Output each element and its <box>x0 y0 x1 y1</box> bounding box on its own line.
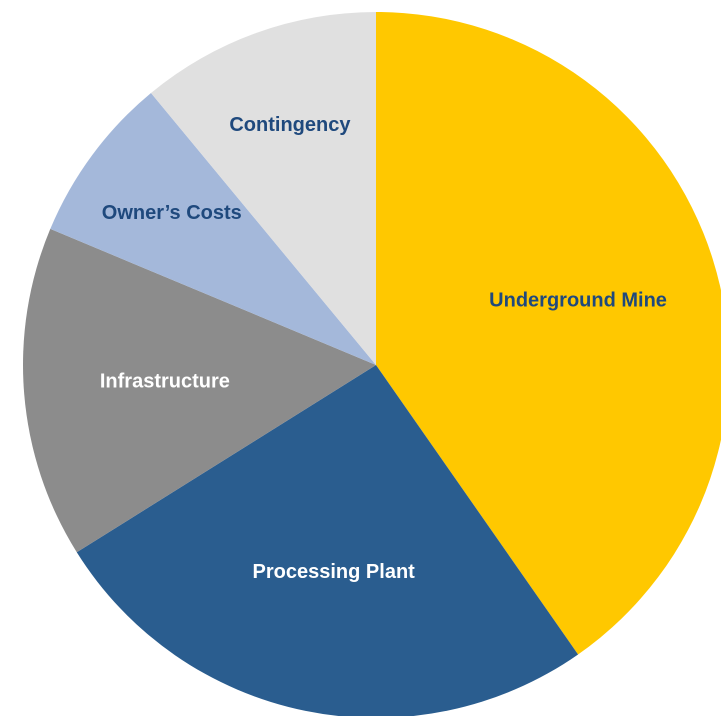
slice-label: Underground Mine <box>489 290 667 312</box>
pie-slice <box>150 12 376 365</box>
slice-label: Contingency <box>229 114 351 136</box>
slice-label: Infrastructure <box>100 371 230 393</box>
pie-slice <box>376 12 721 655</box>
slice-label: Processing Plant <box>253 561 416 583</box>
pie-slice <box>50 93 377 366</box>
pie-slice <box>22 228 376 553</box>
slice-label: Owner’s Costs <box>102 202 242 224</box>
pie-slice <box>76 365 579 716</box>
